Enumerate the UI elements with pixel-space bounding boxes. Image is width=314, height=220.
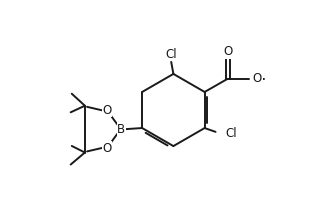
Text: Cl: Cl [165, 48, 177, 61]
Text: B: B [117, 123, 126, 136]
Text: O: O [253, 72, 262, 85]
Text: O: O [102, 142, 111, 155]
Text: Cl: Cl [225, 127, 237, 140]
Text: O: O [223, 45, 232, 58]
Text: O: O [102, 104, 111, 117]
